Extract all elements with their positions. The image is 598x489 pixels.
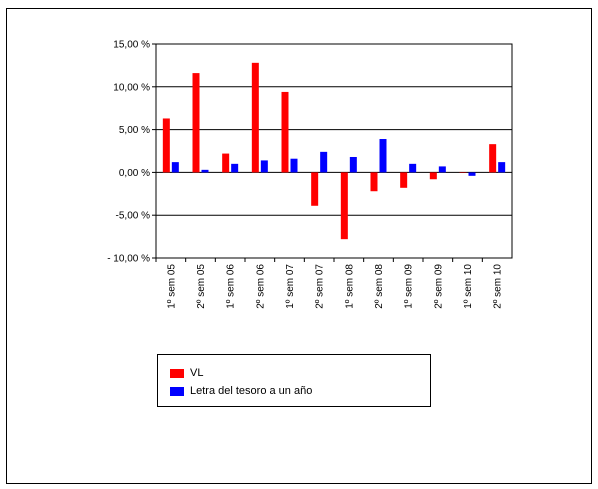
legend-swatch-letra bbox=[170, 386, 184, 396]
x-tick-label: 1º sem 06 bbox=[226, 264, 237, 309]
bar-letra bbox=[468, 172, 476, 176]
y-tick-label: -5,00 % bbox=[116, 211, 151, 222]
legend-item-vl: VL bbox=[170, 365, 203, 381]
bar-vl bbox=[192, 73, 200, 173]
bar-letra bbox=[171, 162, 179, 173]
bar-vl bbox=[251, 62, 259, 173]
bar-vl bbox=[162, 118, 170, 173]
x-tick-label: 1º sem 10 bbox=[463, 264, 474, 309]
y-tick-label: 10,00 % bbox=[113, 82, 150, 93]
bar-letra bbox=[290, 158, 298, 173]
plot-area bbox=[155, 43, 513, 259]
bar-vl bbox=[281, 91, 289, 173]
bar-letra bbox=[409, 163, 417, 173]
bar-letra bbox=[498, 162, 506, 173]
y-tick-label: 5,00 % bbox=[119, 125, 150, 136]
x-tick-label: 2º sem 08 bbox=[374, 264, 385, 309]
y-tick-label: 0,00 % bbox=[119, 168, 150, 179]
legend-label-letra: Letra del tesoro a un año bbox=[190, 385, 313, 397]
x-tick-label: 2º sem 09 bbox=[433, 264, 444, 309]
bar-vl bbox=[400, 172, 408, 188]
x-tick-label: 1º sem 07 bbox=[285, 264, 296, 309]
x-tick-label: 2º sem 06 bbox=[255, 264, 266, 309]
x-tick-label: 2º sem 05 bbox=[196, 264, 207, 309]
legend-item-letra: Letra del tesoro a un año bbox=[170, 383, 312, 399]
bar-vl bbox=[311, 172, 319, 206]
x-tick-label: 2º sem 07 bbox=[315, 264, 326, 309]
legend: VL Letra del tesoro a un año bbox=[157, 354, 431, 407]
x-tick-label: 2º sem 10 bbox=[493, 264, 504, 309]
bar-vl bbox=[370, 172, 378, 192]
legend-swatch-vl bbox=[170, 368, 184, 378]
bar-vl bbox=[222, 153, 230, 173]
bar-vl bbox=[459, 172, 467, 173]
bar-letra bbox=[320, 151, 328, 173]
bar-letra bbox=[438, 166, 446, 173]
bar-vl bbox=[489, 144, 497, 173]
bar-letra bbox=[260, 160, 268, 173]
x-tick-label: 1º sem 05 bbox=[166, 264, 177, 309]
x-tick-label: 1º sem 08 bbox=[344, 264, 355, 309]
bar-vl bbox=[429, 172, 437, 180]
y-tick-label: - 10,00 % bbox=[107, 254, 150, 265]
bar-vl bbox=[340, 172, 348, 240]
y-tick-label: 15,00 % bbox=[113, 40, 150, 51]
bar-letra bbox=[231, 163, 239, 173]
x-tick-label: 1º sem 09 bbox=[404, 264, 415, 309]
bar-letra bbox=[379, 139, 387, 173]
legend-label-vl: VL bbox=[190, 367, 204, 379]
bar-letra bbox=[201, 169, 209, 173]
bar-letra bbox=[349, 156, 357, 173]
